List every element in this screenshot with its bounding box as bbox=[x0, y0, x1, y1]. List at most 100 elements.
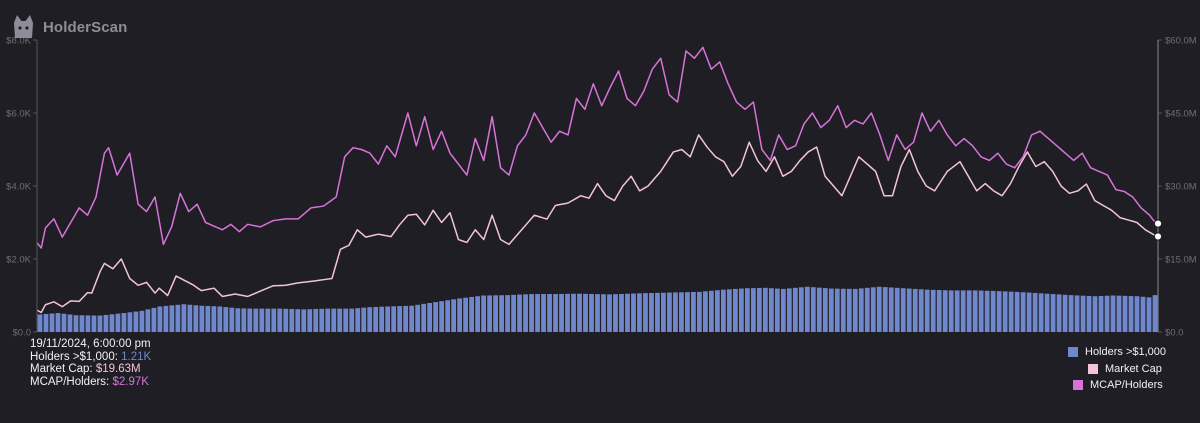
holders-bar bbox=[583, 293, 588, 332]
right-tick-label: $45.0M bbox=[1165, 109, 1197, 120]
holders-bar bbox=[235, 308, 241, 332]
holders-bar bbox=[715, 290, 720, 332]
holders-bar bbox=[445, 300, 451, 332]
holders-bar bbox=[762, 287, 768, 332]
holders-bar bbox=[451, 299, 457, 332]
legend-item-holders[interactable]: Holders >$1,000 bbox=[1068, 344, 1166, 361]
holders-bar bbox=[1110, 295, 1116, 332]
holders-bar bbox=[744, 288, 750, 332]
market-cap-line bbox=[36, 134, 1159, 314]
holders-bar bbox=[1020, 292, 1026, 332]
holders-bar bbox=[870, 287, 876, 332]
right-tick-label: $0.0 bbox=[1165, 328, 1184, 339]
holders-bar bbox=[133, 311, 139, 332]
holders-bar bbox=[433, 302, 439, 332]
holders-bar bbox=[181, 304, 187, 332]
right-axis: $0.0 $15.0M $30.0M $45.0M $60.0M bbox=[1157, 36, 1197, 339]
readout-mcap-holders-value: $2.97K bbox=[112, 375, 149, 388]
holders-bar bbox=[792, 287, 798, 332]
legend-swatch-market-cap bbox=[1088, 363, 1098, 374]
holders-bar bbox=[103, 314, 109, 332]
legend-label-holders: Holders >$1,000 bbox=[1085, 346, 1167, 359]
holders-bar bbox=[655, 292, 660, 332]
holders-bar bbox=[595, 294, 600, 332]
holders-bar bbox=[1128, 296, 1134, 332]
holders-bar bbox=[1056, 294, 1062, 332]
holders-bar bbox=[247, 308, 253, 332]
brand[interactable]: HolderScan bbox=[12, 12, 127, 42]
holders-bar bbox=[918, 289, 924, 332]
holders-bar bbox=[697, 291, 702, 332]
holders-bar bbox=[373, 306, 379, 332]
holders-bar bbox=[924, 289, 930, 332]
holders-bar bbox=[1044, 293, 1050, 332]
holders-bar bbox=[427, 302, 433, 332]
holders-bar bbox=[121, 313, 127, 332]
holders-bar bbox=[217, 306, 223, 332]
holders-bar bbox=[1068, 295, 1074, 332]
holders-bar bbox=[211, 306, 217, 332]
holders-bar bbox=[415, 304, 421, 332]
holders-bar bbox=[157, 306, 163, 332]
holders-bar bbox=[834, 288, 840, 332]
holders-bar bbox=[1032, 292, 1038, 332]
brand-name: HolderScan bbox=[43, 18, 128, 36]
legend-item-mcap-holders[interactable]: MCAP/Holders bbox=[1068, 377, 1166, 394]
holders-bar bbox=[115, 313, 121, 332]
legend-item-market-cap[interactable]: Market Cap bbox=[1068, 361, 1166, 378]
right-tick-label: $30.0M bbox=[1165, 182, 1197, 193]
holders-bar bbox=[223, 307, 229, 332]
holders-bar bbox=[475, 296, 480, 332]
holders-bar bbox=[421, 303, 427, 332]
holders-bar bbox=[301, 309, 307, 332]
holders-bar bbox=[367, 307, 373, 332]
holders-bar bbox=[469, 296, 474, 332]
holders-bar bbox=[828, 288, 834, 332]
holders-bar bbox=[894, 287, 900, 332]
holders-bar bbox=[289, 309, 295, 332]
holders-bars bbox=[37, 286, 1158, 332]
holders-bar bbox=[649, 293, 654, 332]
holders-bar bbox=[1146, 297, 1152, 332]
readout-holders: Holders >$1,000: 1.21K bbox=[30, 351, 151, 364]
holders-bar bbox=[619, 293, 624, 332]
holders-bar bbox=[738, 288, 744, 332]
holders-bar bbox=[888, 287, 894, 332]
holders-bar bbox=[109, 314, 115, 332]
holders-bar bbox=[61, 313, 67, 332]
holders-bar bbox=[139, 310, 145, 332]
holders-bar bbox=[1086, 295, 1092, 332]
holders-bar bbox=[67, 314, 73, 332]
holders-bar bbox=[175, 304, 181, 332]
holders-bar bbox=[187, 304, 193, 332]
holders-bar bbox=[79, 315, 85, 332]
holders-bar bbox=[846, 288, 852, 332]
holders-bar bbox=[858, 288, 864, 332]
holders-bar bbox=[601, 294, 606, 332]
holders-bar bbox=[978, 290, 984, 332]
holders-bar bbox=[127, 312, 133, 332]
holders-bar bbox=[409, 305, 415, 332]
holders-bar bbox=[954, 290, 960, 332]
holders-bar bbox=[936, 290, 942, 332]
readout-date: 19/11/2024, 6:00:00 pm bbox=[30, 338, 151, 350]
holders-bar bbox=[786, 288, 792, 332]
holders-bar bbox=[996, 291, 1002, 332]
holders-bar bbox=[1008, 291, 1014, 332]
holders-bar bbox=[355, 308, 361, 332]
holders-bar bbox=[1134, 296, 1140, 332]
holders-bar bbox=[319, 308, 325, 332]
holders-bar bbox=[852, 288, 858, 332]
holders-bar bbox=[930, 289, 936, 332]
holders-bar bbox=[750, 288, 756, 332]
holders-bar bbox=[1038, 293, 1044, 332]
holders-bar bbox=[325, 308, 331, 332]
holders-bar bbox=[295, 309, 301, 332]
readout-mcap-holders: MCAP/Holders: $2.97K bbox=[30, 376, 151, 389]
holders-bar bbox=[559, 293, 564, 332]
readout-market-cap-value: $19.63M bbox=[95, 363, 141, 375]
holders-bar bbox=[756, 287, 762, 332]
holders-bar bbox=[709, 290, 714, 332]
hover-readout: 19/11/2024, 6:00:00 pm Holders >$1,000: … bbox=[30, 338, 151, 388]
holders-bar bbox=[151, 307, 157, 332]
